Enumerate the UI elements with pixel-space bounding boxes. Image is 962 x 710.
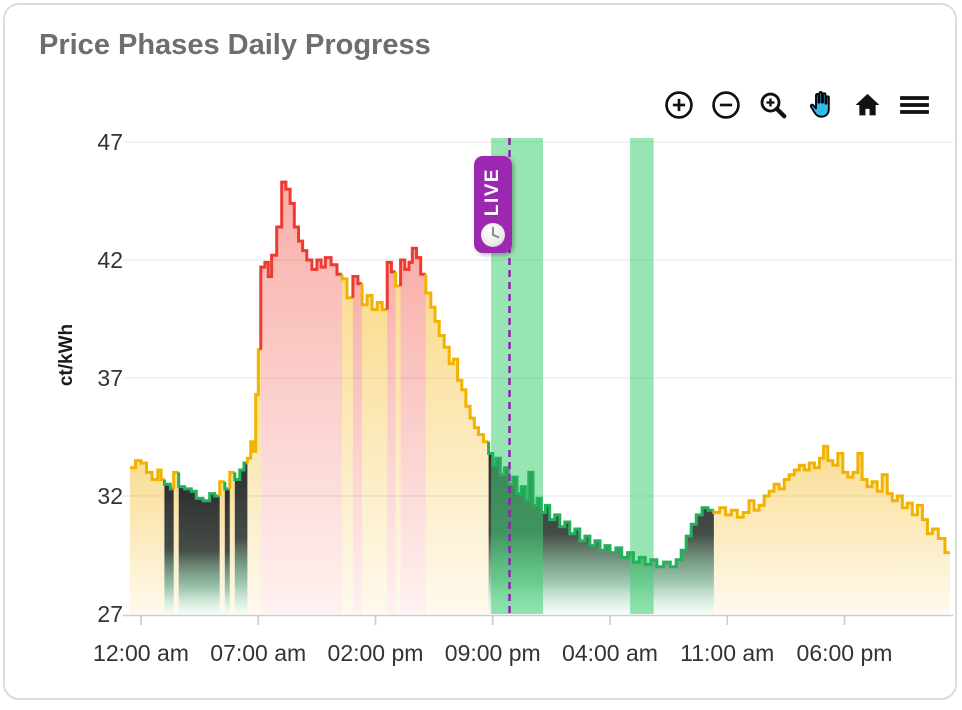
phase-fill-normal <box>129 460 165 614</box>
hamburger-icon <box>899 96 929 114</box>
hand-icon <box>809 91 830 118</box>
phase-fill-normal <box>219 481 225 614</box>
price-step-line-expensive <box>259 180 342 350</box>
price-step-line-normal <box>218 480 225 496</box>
y-tick-label: 37 <box>97 365 123 391</box>
phase-fill-expensive <box>387 262 396 614</box>
price-chart[interactable]: 12:00 am 07:00 am 02:00 pm 09:00 pm 04:00 am… <box>5 5 962 710</box>
price-step-line-expensive <box>385 260 396 310</box>
x-tick-label: 11:00 am <box>680 640 774 666</box>
phase-fill-expensive <box>352 276 363 614</box>
phase-fill-cheap <box>234 463 248 614</box>
reset-view-button[interactable] <box>848 87 886 123</box>
phase-fill-cheap <box>488 453 714 614</box>
menu-button[interactable] <box>895 87 933 123</box>
phase-fill-normal <box>713 446 950 614</box>
circle-minus-icon <box>712 91 740 119</box>
y-tick-label: 32 <box>97 483 123 509</box>
zoom-out-button[interactable] <box>707 87 745 123</box>
phase-fill-normal <box>247 349 261 614</box>
axes: 12:00 am 07:00 am 02:00 pm 09:00 pm 04:00 am… <box>93 129 953 666</box>
clock-icon <box>481 223 505 247</box>
pan-button[interactable] <box>801 87 839 123</box>
live-badge-label: LIVE <box>482 167 503 217</box>
y-tick-label: 47 <box>97 129 123 155</box>
home-icon <box>855 93 879 115</box>
x-tick-label: 12:00 am <box>93 640 189 666</box>
x-tick-label: 04:00 am <box>562 640 658 666</box>
price-step-line-normal <box>360 283 388 312</box>
price-step-line-normal <box>172 470 179 489</box>
price-step-line-normal <box>712 444 950 555</box>
price-step-line-normal <box>129 459 165 481</box>
phase-fill-normal <box>173 472 179 614</box>
price-step-lines <box>129 180 950 569</box>
phase-fill-normal <box>362 295 388 614</box>
phase-fill-normal <box>395 286 401 614</box>
phase-fill-normal <box>229 472 235 614</box>
live-badge: LIVE <box>474 156 512 253</box>
box-zoom-button[interactable] <box>754 87 792 123</box>
chart-toolbar <box>660 87 933 123</box>
phase-fill-cheap <box>178 486 220 614</box>
phase-fills <box>129 182 950 614</box>
y-tick-label: 27 <box>97 601 123 627</box>
price-step-line-cheap <box>162 479 174 491</box>
phase-fill-normal <box>425 293 489 614</box>
x-tick-label: 09:00 pm <box>445 640 541 666</box>
price-step-line-normal <box>245 348 261 463</box>
page-title: Price Phases Daily Progress <box>39 29 431 61</box>
phase-fill-cheap <box>164 484 174 614</box>
price-step-line-expensive <box>399 246 426 286</box>
price-step-line-cheap <box>177 472 220 503</box>
price-step-line-cheap <box>487 441 714 569</box>
circle-plus-icon <box>665 91 693 119</box>
chart-card: 12:00 am 07:00 am 02:00 pm 09:00 pm 04:00 am… <box>3 3 957 700</box>
x-tick-label: 02:00 pm <box>328 640 424 666</box>
y-axis-title: ct/kWh <box>56 323 77 387</box>
price-step-line-expensive <box>351 275 363 298</box>
y-tick-label: 42 <box>97 247 123 273</box>
price-step-line-normal <box>394 271 401 288</box>
magnifier-plus-icon <box>760 92 787 119</box>
price-step-line-cheap <box>233 461 248 481</box>
highlight-band <box>630 138 654 614</box>
price-step-line-normal <box>424 274 489 444</box>
phase-fill-expensive <box>260 182 342 614</box>
price-step-line-normal <box>340 274 353 300</box>
price-step-line-normal <box>228 470 235 489</box>
x-tick-label: 06:00 pm <box>797 640 893 666</box>
zoom-in-button[interactable] <box>660 87 698 123</box>
x-tick-label: 07:00 am <box>210 640 306 666</box>
price-step-line-cheap <box>223 481 230 491</box>
phase-fill-expensive <box>400 248 426 614</box>
phase-fill-cheap <box>224 488 230 614</box>
phase-fill-normal <box>342 278 353 614</box>
